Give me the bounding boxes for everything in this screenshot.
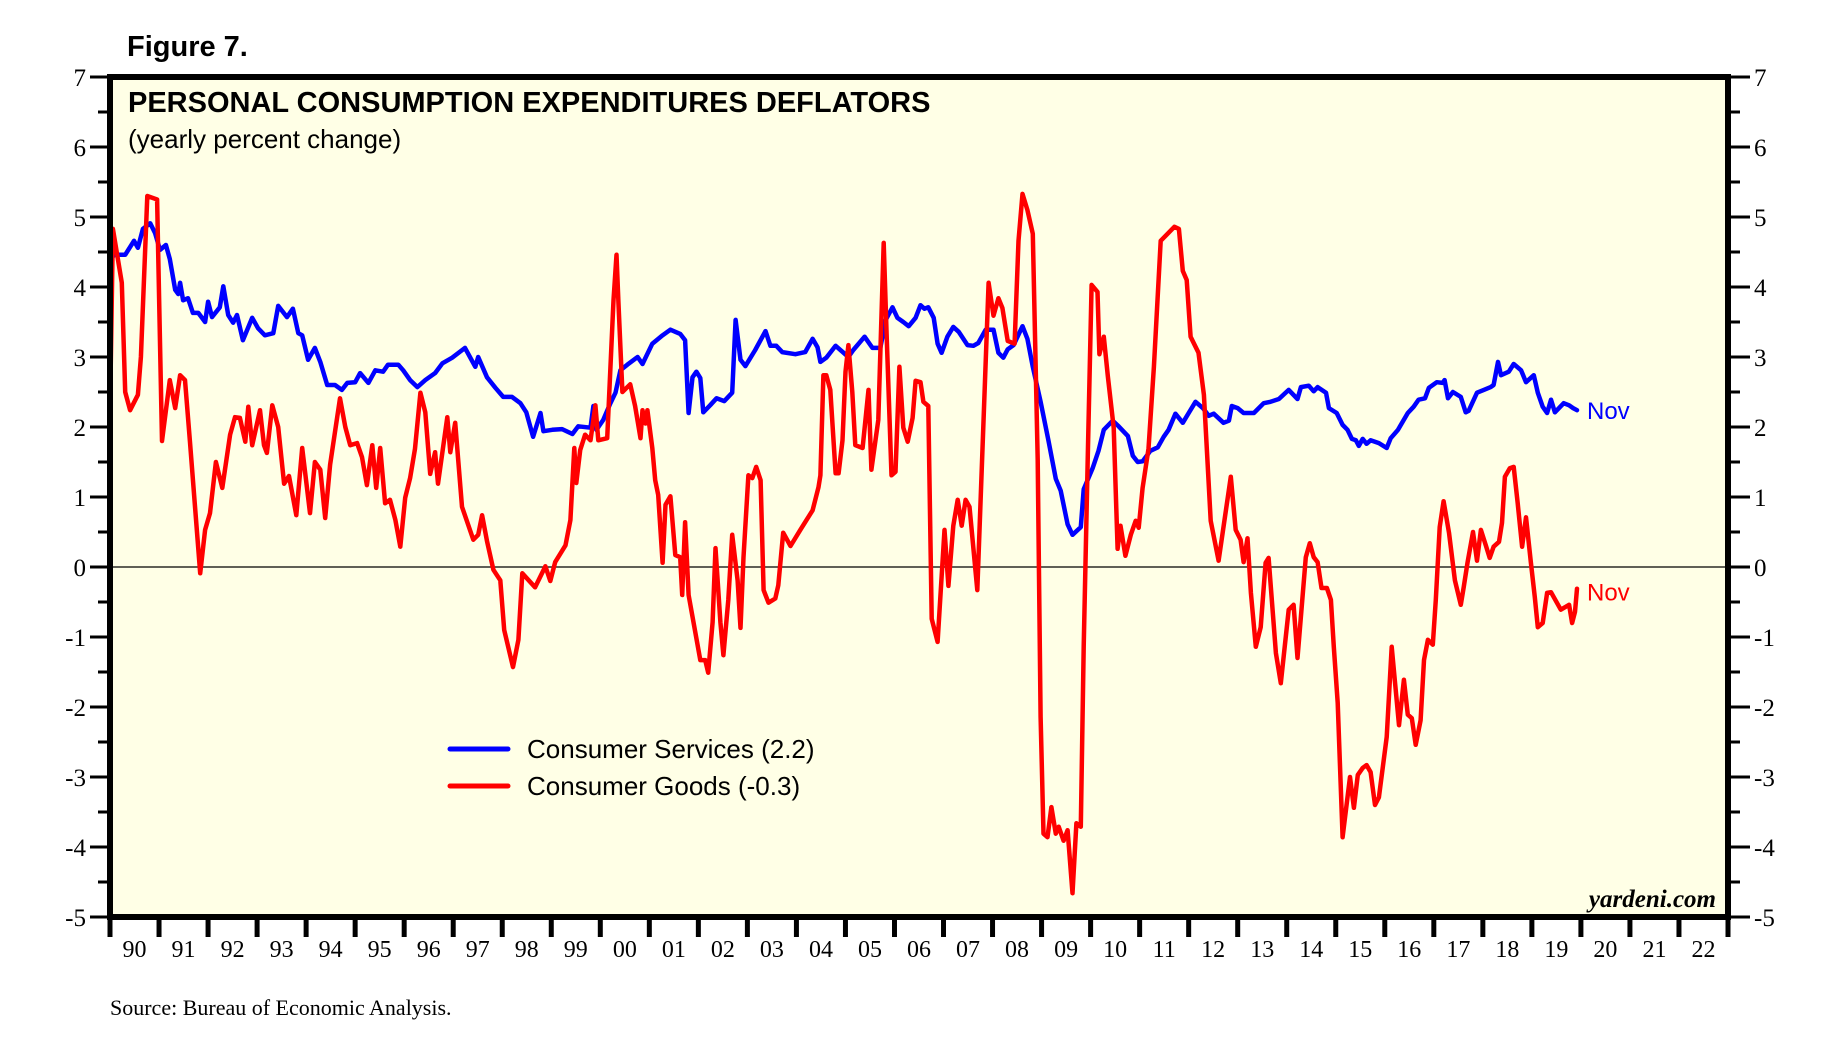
x-tick-label: 93	[270, 937, 294, 963]
y-tick-label-left: -4	[65, 835, 86, 862]
x-tick-label: 14	[1299, 937, 1323, 963]
x-tick-label: 08	[1005, 937, 1029, 963]
y-tick-label-right: -5	[1754, 905, 1775, 932]
series-group	[107, 191, 1580, 896]
y-tick-label-left: 2	[74, 415, 87, 442]
y-tick-label-right: 3	[1754, 345, 1767, 372]
y-tick-label-left: 0	[74, 555, 87, 582]
y-tick-label-right: 2	[1754, 415, 1767, 442]
legend-label-services: Consumer Services (2.2)	[527, 734, 815, 764]
y-tick-label-right: -3	[1754, 765, 1775, 792]
x-tick-label: 98	[515, 937, 539, 963]
y-tick-label-right: 5	[1754, 205, 1767, 232]
x-tick-label: 20	[1593, 937, 1617, 963]
y-tick-label-right: -2	[1754, 695, 1775, 722]
y-axis-right: 7 6 5 4 3 2 1 0 -1 -2 -3 -4 -5	[1728, 65, 1775, 932]
y-tick-label-left: 5	[74, 205, 87, 232]
x-tick-label: 21	[1642, 937, 1666, 963]
y-tick-label-right: 0	[1754, 555, 1767, 582]
y-tick-label-left: -5	[65, 905, 86, 932]
x-tick-label: 15	[1348, 937, 1372, 963]
x-tick-label: 11	[1153, 937, 1176, 963]
x-tick-label: 96	[417, 937, 441, 963]
x-tick-label: 99	[564, 937, 588, 963]
chart-title: PERSONAL CONSUMPTION EXPENDITURES DEFLAT…	[128, 87, 930, 119]
x-tick-label: 19	[1544, 937, 1568, 963]
x-tick-label: 00	[613, 937, 637, 963]
x-tick-label: 12	[1201, 937, 1225, 963]
y-tick-label-right: 4	[1754, 275, 1767, 302]
y-tick-label-left: -2	[65, 695, 86, 722]
legend-label-goods: Consumer Goods (-0.3)	[527, 771, 800, 801]
x-tick-label: 07	[956, 937, 980, 963]
x-tick-label: 22	[1691, 937, 1715, 963]
chart-subtitle: (yearly percent change)	[128, 124, 401, 154]
x-tick-label: 02	[711, 937, 735, 963]
x-tick-label: 18	[1495, 937, 1519, 963]
x-tick-label: 90	[123, 937, 147, 963]
plot-area	[110, 77, 1728, 917]
y-tick-label-left: -1	[65, 625, 86, 652]
y-tick-label-right: -1	[1754, 625, 1775, 652]
y-tick-label-right: 7	[1754, 65, 1767, 92]
x-tick-label: 04	[809, 937, 833, 963]
y-tick-label-right: 1	[1754, 485, 1767, 512]
x-tick-label: 01	[662, 937, 686, 963]
y-tick-label-left: -3	[65, 765, 86, 792]
legend: Consumer Services (2.2) Consumer Goods (…	[447, 734, 815, 801]
source-note: Source: Bureau of Economic Analysis.	[110, 995, 452, 1020]
y-tick-label-left: 6	[74, 135, 87, 162]
x-tick-label: 06	[907, 937, 931, 963]
x-tick-label: 16	[1397, 937, 1421, 963]
x-tick-label: 09	[1054, 937, 1078, 963]
y-tick-label-right: 6	[1754, 135, 1767, 162]
x-tick-label: 13	[1250, 937, 1274, 963]
end-label-services: Nov	[1587, 398, 1630, 425]
series-line-consumer-goods	[107, 191, 1580, 896]
x-axis: 90 91 92 93 94 95 96 97 98 99 00 01 02 03 04 05 06 07 08 09…	[107, 917, 1731, 963]
y-tick-label-left: 4	[74, 275, 87, 302]
x-tick-label: 10	[1103, 937, 1127, 963]
x-tick-label: 03	[760, 937, 784, 963]
figure-label: Figure 7.	[127, 31, 248, 63]
y-tick-label-right: -4	[1754, 835, 1775, 862]
x-tick-label: 17	[1446, 937, 1470, 963]
end-label-goods: Nov	[1587, 580, 1630, 607]
watermark: yardeni.com	[1586, 886, 1716, 913]
x-tick-label: 94	[319, 937, 343, 963]
x-tick-label: 92	[221, 937, 245, 963]
y-tick-label-left: 1	[74, 485, 87, 512]
y-tick-label-left: 3	[74, 345, 87, 372]
x-tick-label: 91	[172, 937, 196, 963]
x-tick-label: 97	[466, 937, 490, 963]
x-tick-label: 95	[368, 937, 392, 963]
y-axis-left: 7 6 5 4 3 2 1 0 -1 -2 -3 -4 -5	[65, 65, 110, 932]
y-tick-label-left: 7	[74, 65, 87, 92]
x-tick-label: 05	[858, 937, 882, 963]
